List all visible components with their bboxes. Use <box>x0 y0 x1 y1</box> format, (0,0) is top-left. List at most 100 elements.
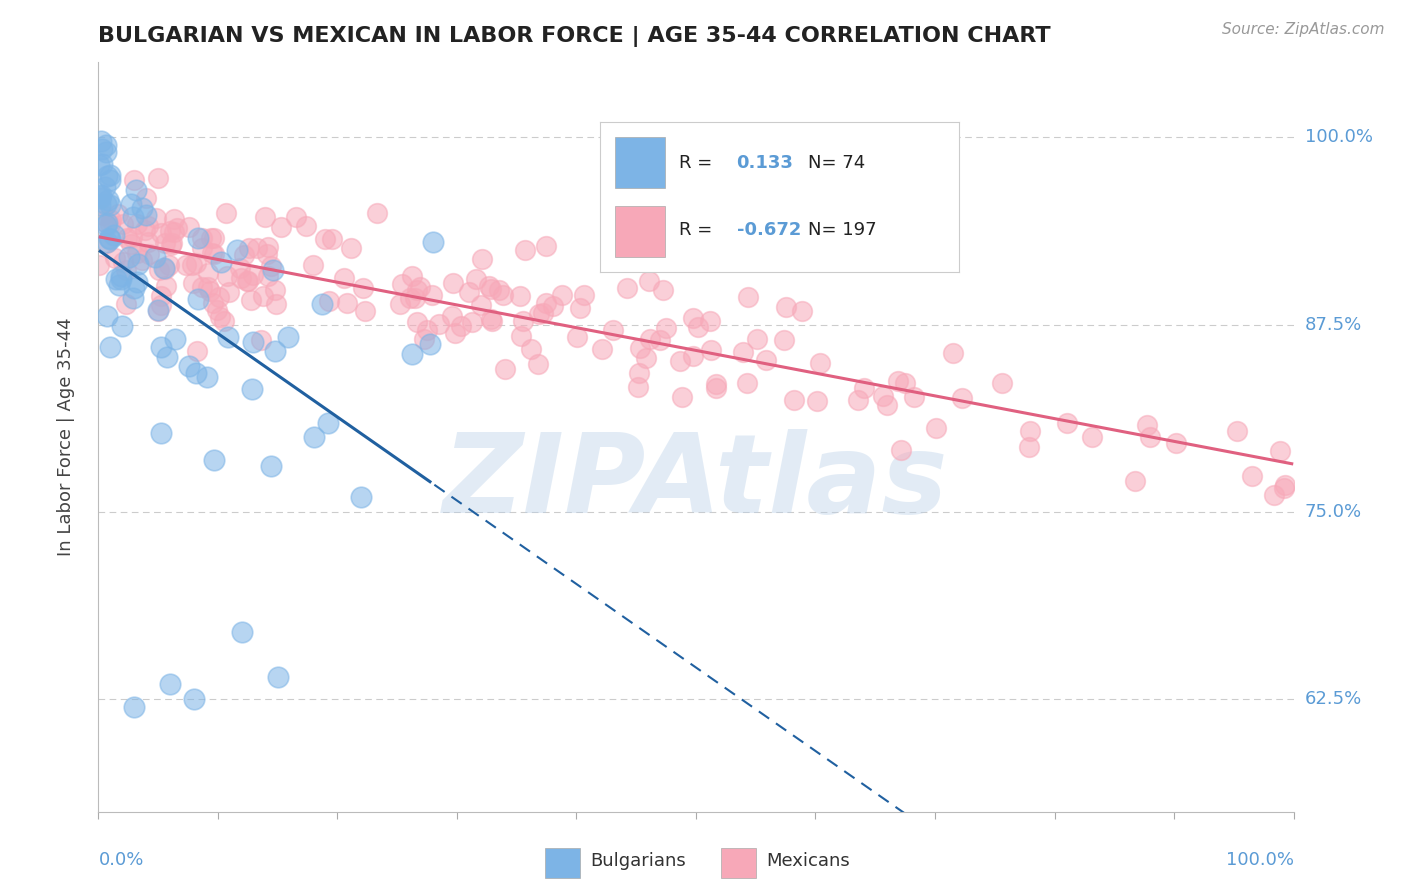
Point <box>94 179 117 194</box>
Point <box>790 304 813 318</box>
Point <box>1136 418 1159 433</box>
Point <box>96 218 118 232</box>
Point <box>412 332 434 346</box>
Point <box>134 223 156 237</box>
Point <box>512 314 534 328</box>
Point <box>191 241 214 255</box>
Point <box>450 318 472 333</box>
Point <box>91 157 114 171</box>
Point <box>87 258 110 272</box>
Point <box>314 231 336 245</box>
Point <box>100 213 122 227</box>
Point <box>184 366 207 380</box>
Point <box>682 349 704 363</box>
Point <box>526 357 548 371</box>
Point <box>285 210 308 224</box>
Point <box>270 220 292 235</box>
Point <box>215 268 238 283</box>
Point <box>1274 478 1296 492</box>
Point <box>91 208 114 222</box>
Point <box>238 274 260 288</box>
Point <box>669 354 692 368</box>
Point <box>401 347 423 361</box>
Point <box>186 255 208 269</box>
Point <box>404 291 426 305</box>
Point <box>94 236 117 251</box>
Point <box>773 333 796 347</box>
Point <box>354 303 377 318</box>
Point <box>366 206 388 220</box>
Point <box>301 258 323 272</box>
Point <box>745 332 768 346</box>
Point <box>520 343 543 357</box>
Point <box>98 172 121 186</box>
Point <box>96 169 118 183</box>
Point <box>259 259 281 273</box>
Point <box>98 232 121 246</box>
Point <box>135 191 157 205</box>
Point <box>316 416 339 430</box>
Point <box>470 298 492 312</box>
Point <box>886 374 908 388</box>
Point <box>89 188 111 202</box>
Point <box>510 329 533 343</box>
Point <box>471 252 494 267</box>
Point <box>398 292 420 306</box>
Point <box>277 330 299 344</box>
Point <box>264 343 287 358</box>
Point <box>1270 444 1292 458</box>
Point <box>179 220 201 235</box>
Point <box>481 314 503 328</box>
FancyBboxPatch shape <box>544 848 581 878</box>
Point <box>90 134 112 148</box>
Point <box>96 216 118 230</box>
Point <box>209 310 232 324</box>
Point <box>97 194 120 208</box>
Point <box>127 217 149 231</box>
Point <box>186 344 208 359</box>
Point <box>890 442 912 457</box>
Point <box>782 392 804 407</box>
FancyBboxPatch shape <box>721 848 756 878</box>
Text: 75.0%: 75.0% <box>1305 503 1362 521</box>
Point <box>872 389 894 403</box>
Point <box>97 231 120 245</box>
Point <box>1018 424 1040 438</box>
Point <box>492 288 515 302</box>
Point <box>228 261 250 276</box>
Point <box>214 314 236 328</box>
Point <box>136 235 159 250</box>
Point <box>186 231 208 245</box>
Point <box>202 453 225 467</box>
Point <box>103 227 125 242</box>
Point <box>256 240 278 254</box>
Point <box>252 289 274 303</box>
Point <box>121 230 143 244</box>
Point <box>671 391 693 405</box>
Point <box>950 391 973 405</box>
Point <box>551 288 574 302</box>
Point <box>464 272 486 286</box>
Point <box>202 231 225 245</box>
Point <box>444 326 467 341</box>
Point <box>98 198 121 212</box>
Point <box>138 247 160 261</box>
Point <box>177 359 200 374</box>
Point <box>98 168 121 182</box>
Point <box>190 280 212 294</box>
Point <box>257 268 280 283</box>
Y-axis label: In Labor Force | Age 35-44: In Labor Force | Age 35-44 <box>56 318 75 557</box>
Point <box>135 208 157 222</box>
Point <box>531 306 554 320</box>
Point <box>534 296 557 310</box>
Point <box>333 271 356 285</box>
Point <box>229 271 252 285</box>
Point <box>591 342 613 356</box>
Point <box>903 390 925 404</box>
Text: 0.0%: 0.0% <box>98 851 143 869</box>
Point <box>159 677 181 691</box>
Point <box>253 211 276 225</box>
Point <box>401 268 423 283</box>
Point <box>149 227 172 241</box>
Point <box>146 171 169 186</box>
